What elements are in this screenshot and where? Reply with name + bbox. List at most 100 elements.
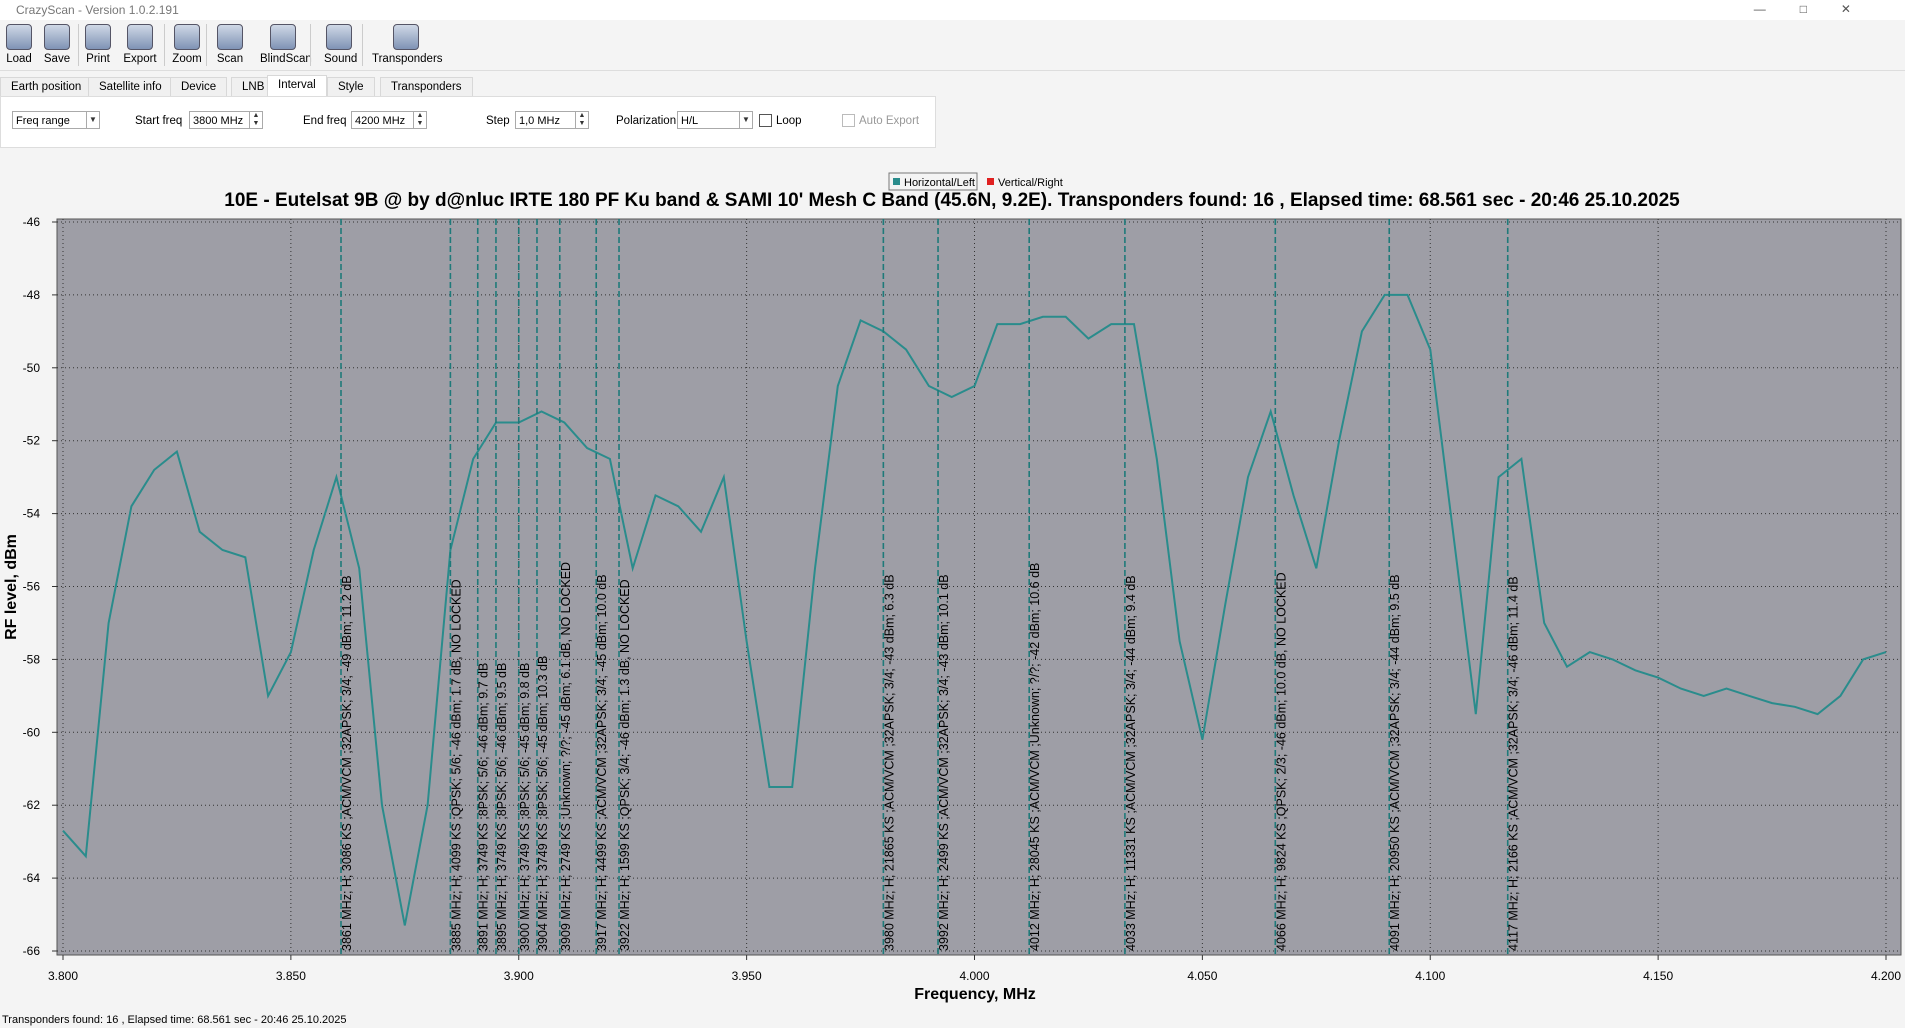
dropdown-arrow: ▼ bbox=[86, 112, 99, 128]
transponder-label: 3861 MHz; H; 3086 KS ;ACM/VCM ;32APSK; 3… bbox=[340, 575, 354, 951]
toolbar-button[interactable]: Save bbox=[40, 22, 74, 68]
tab[interactable]: Transponders bbox=[380, 77, 473, 97]
series-line bbox=[62, 293, 1887, 926]
toolbar-icon bbox=[217, 24, 243, 50]
toolbar-icon bbox=[127, 24, 153, 50]
step-value: 1,0 MHz bbox=[519, 115, 560, 127]
legend-frame bbox=[888, 172, 978, 191]
loop-checkbox[interactable] bbox=[759, 114, 772, 127]
transponder-label: 4091 MHz; H; 20950 KS ;ACM/VCM ;32APSK; … bbox=[1388, 574, 1402, 951]
x-tick-label: 3.950 bbox=[732, 969, 762, 983]
y-tick-label: -48 bbox=[23, 288, 41, 302]
transponder-label: 4033 MHz; H; 11331 KS ;ACM/VCM ;32APSK; … bbox=[1124, 575, 1138, 951]
toolbar-separator bbox=[78, 24, 79, 66]
end-value: 4200 MHz bbox=[355, 115, 406, 127]
spin: ▲ ▼ bbox=[413, 112, 426, 128]
tab[interactable]: Interval bbox=[267, 75, 327, 97]
y-tick-label: -50 bbox=[23, 361, 41, 375]
mode-select[interactable]: Freq range ▼ bbox=[12, 111, 100, 129]
step-label: Step bbox=[486, 115, 510, 127]
toolbar-label: BlindScan bbox=[260, 53, 312, 65]
y-tick-label: -54 bbox=[23, 507, 41, 521]
transponder-label: 3917 MHz; H; 4499 KS ;ACM/VCM ;32APSK; 3… bbox=[595, 574, 609, 951]
transponder-label: 3980 MHz; H; 21865 KS ;ACM/VCM ;32APSK; … bbox=[882, 574, 896, 951]
tab[interactable]: Earth position bbox=[0, 77, 93, 97]
legend-label: Vertical/Right bbox=[998, 177, 1063, 189]
toolbar-icon bbox=[326, 24, 352, 50]
x-tick-label: 4.150 bbox=[1643, 969, 1673, 983]
start-input[interactable]: 3800 MHz ▲ ▼ bbox=[189, 111, 263, 129]
x-tick-label: 4.200 bbox=[1871, 969, 1901, 983]
interval-panel: Freq range ▼ Start freq 3800 MHz ▲ ▼ End fr… bbox=[0, 96, 936, 148]
toolbar-button[interactable]: Transponders bbox=[372, 22, 443, 68]
end-input[interactable]: 4200 MHz ▲ ▼ bbox=[351, 111, 427, 129]
auto-export-checkbox[interactable] bbox=[842, 114, 855, 127]
start-label: Start freq bbox=[135, 115, 183, 127]
transponder-label: 4117 MHz; H; 2166 KS ;ACM/VCM ;32APSK; 3… bbox=[1507, 576, 1521, 951]
toolbar-button[interactable]: Zoom bbox=[172, 22, 202, 68]
x-tick-label: 3.850 bbox=[276, 969, 306, 983]
transponder-label: 3885 MHz; H; 4099 KS ;QPSK; 5/6; -46 dBm… bbox=[449, 579, 463, 951]
mode-value: Freq range bbox=[16, 115, 70, 127]
toolbar-separator bbox=[164, 24, 165, 66]
window-title: CrazyScan - Version 1.0.2.191 bbox=[16, 3, 179, 17]
spin: ▲ ▼ bbox=[249, 112, 262, 128]
end-label: End freq bbox=[303, 115, 347, 127]
transponder-label: 4012 MHz; H; 28045 KS ;ACM/VCM ;Unknown;… bbox=[1028, 563, 1042, 951]
tab[interactable]: Satellite info bbox=[88, 77, 173, 97]
toolbar-label: Print bbox=[86, 53, 110, 65]
toolbar-button[interactable]: Print bbox=[82, 22, 114, 68]
y-tick-label: -52 bbox=[23, 434, 41, 448]
legend-swatch bbox=[893, 178, 900, 185]
transponder-label: 3909 MHz; H; 2749 KS ;Unknown; ?/?; -45 … bbox=[559, 562, 573, 951]
tab[interactable]: Device bbox=[170, 77, 228, 97]
pol-value: H/L bbox=[681, 115, 699, 127]
toolbar-button[interactable]: Load bbox=[4, 22, 34, 68]
toolbar-label: Save bbox=[43, 53, 71, 65]
window-buttons[interactable]: —□✕ bbox=[1753, 2, 1885, 16]
dropdown-arrow: ▼ bbox=[739, 112, 752, 128]
toolbar-label: Scan bbox=[216, 53, 244, 65]
transponder-label: 3992 MHz; H; 2499 KS ;ACM/VCM ;32APSK; 3… bbox=[937, 574, 951, 951]
toolbar-button[interactable]: Sound bbox=[324, 22, 358, 68]
toolbar-button[interactable]: BlindScan bbox=[260, 22, 312, 68]
x-tick-label: 3.900 bbox=[504, 969, 534, 983]
y-tick-label: -62 bbox=[23, 798, 41, 812]
toolbar-separator bbox=[206, 24, 207, 66]
toolbar-label: Sound bbox=[324, 53, 358, 65]
y-tick-label: -56 bbox=[23, 580, 41, 594]
legend-label: Horizontal/Left bbox=[904, 177, 975, 189]
legend-swatch bbox=[987, 178, 994, 185]
start-value: 3800 MHz bbox=[193, 115, 244, 127]
toolbar-icon bbox=[270, 24, 296, 50]
y-tick-label: -66 bbox=[23, 944, 41, 958]
spin: ▲ ▼ bbox=[575, 112, 588, 128]
chart-title: 10E - Eutelsat 9B @ by d@nluc IRTE 180 P… bbox=[224, 190, 1680, 211]
x-tick-label: 3.800 bbox=[48, 969, 78, 983]
toolbar-button[interactable]: Export bbox=[120, 22, 160, 68]
transponder-label: 3922 MHz; H; 1599 KS ;QPSK; 3/4; -46 dBm… bbox=[618, 579, 632, 951]
title-bar: CrazyScan - Version 1.0.2.191 —□✕ bbox=[0, 0, 1905, 20]
toolbar-button[interactable]: Scan bbox=[214, 22, 246, 68]
toolbar-label: Zoom bbox=[172, 53, 202, 65]
toolbar-icon bbox=[6, 24, 32, 50]
transponder-label: 3904 MHz; H; 3749 KS ;8PSK; 5/6; -45 dBm… bbox=[536, 656, 550, 951]
x-axis-label: Frequency, MHz bbox=[914, 986, 1036, 1003]
toolbar-icon bbox=[174, 24, 200, 50]
y-tick-label: -46 bbox=[23, 215, 41, 229]
x-tick-label: 4.050 bbox=[1187, 969, 1217, 983]
y-tick-label: -58 bbox=[23, 652, 41, 666]
auto-export-label: Auto Export bbox=[859, 115, 920, 127]
pol-label: Polarization bbox=[616, 115, 677, 127]
transponder-label: 4066 MHz; H; 9824 KS ;QPSK; 2/3; -46 dBm… bbox=[1274, 572, 1288, 951]
pol-select[interactable]: H/L ▼ bbox=[677, 111, 753, 129]
step-input[interactable]: 1,0 MHz ▲ ▼ bbox=[515, 111, 589, 129]
toolbar-separator bbox=[362, 24, 363, 66]
transponder-label: 3900 MHz; H; 3749 KS ;8PSK; 5/6; -45 dBm… bbox=[518, 663, 532, 951]
toolbar-icon bbox=[85, 24, 111, 50]
toolbar-separator bbox=[310, 24, 311, 66]
transponder-label: 3895 MHz; H; 3749 KS ;8PSK; 5/6; -46 dBm… bbox=[495, 663, 509, 951]
tab[interactable]: Style bbox=[327, 77, 375, 97]
